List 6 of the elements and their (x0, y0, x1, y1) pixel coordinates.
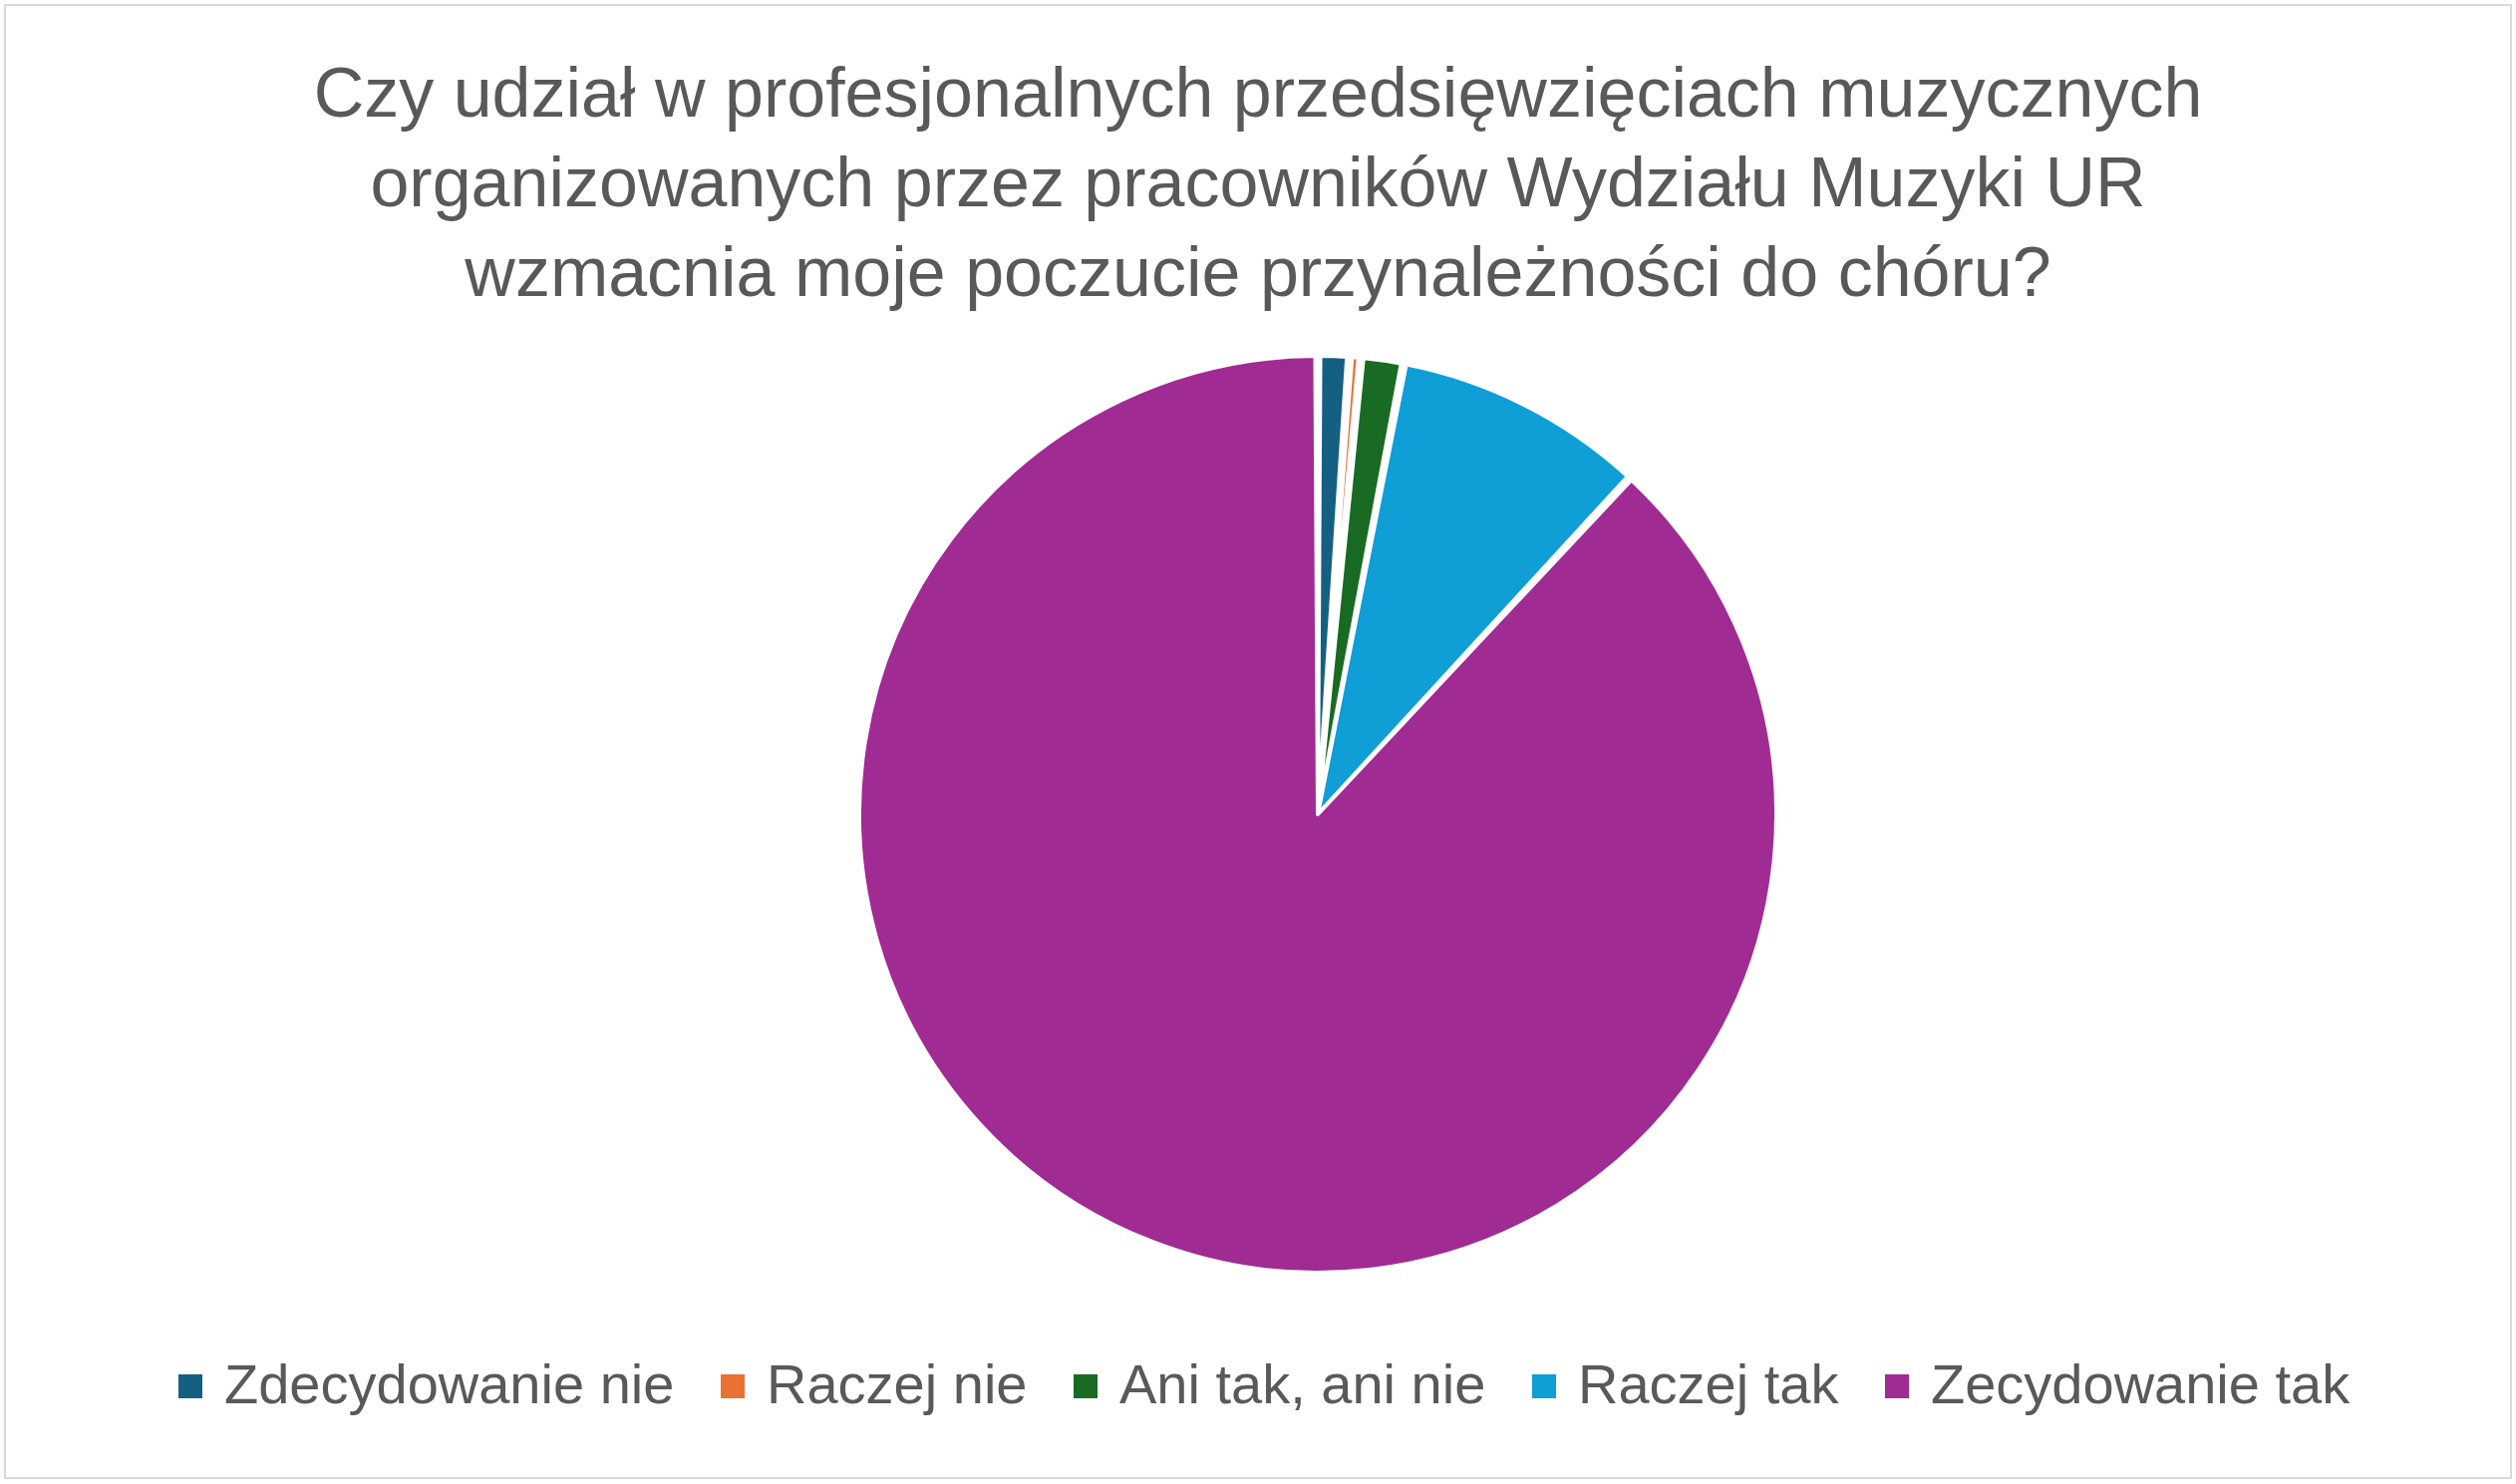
legend-label: Zdecydowanie nie (224, 1352, 675, 1415)
chart-title: Czy udział w profesjonalnych przedsięwzięciach muzycznych organizowanych przez pracowników Wydziału Muzyki UR wzmacnia moje poczucie przynależności do chóru? (313, 54, 2203, 311)
legend-label: Ani tak, ani nie (1119, 1352, 1486, 1415)
legend-label: Raczej nie (767, 1352, 1028, 1415)
legend-label: Raczej tak (1578, 1352, 1840, 1415)
legend-label: Zecydowanie tak (1931, 1352, 2352, 1415)
